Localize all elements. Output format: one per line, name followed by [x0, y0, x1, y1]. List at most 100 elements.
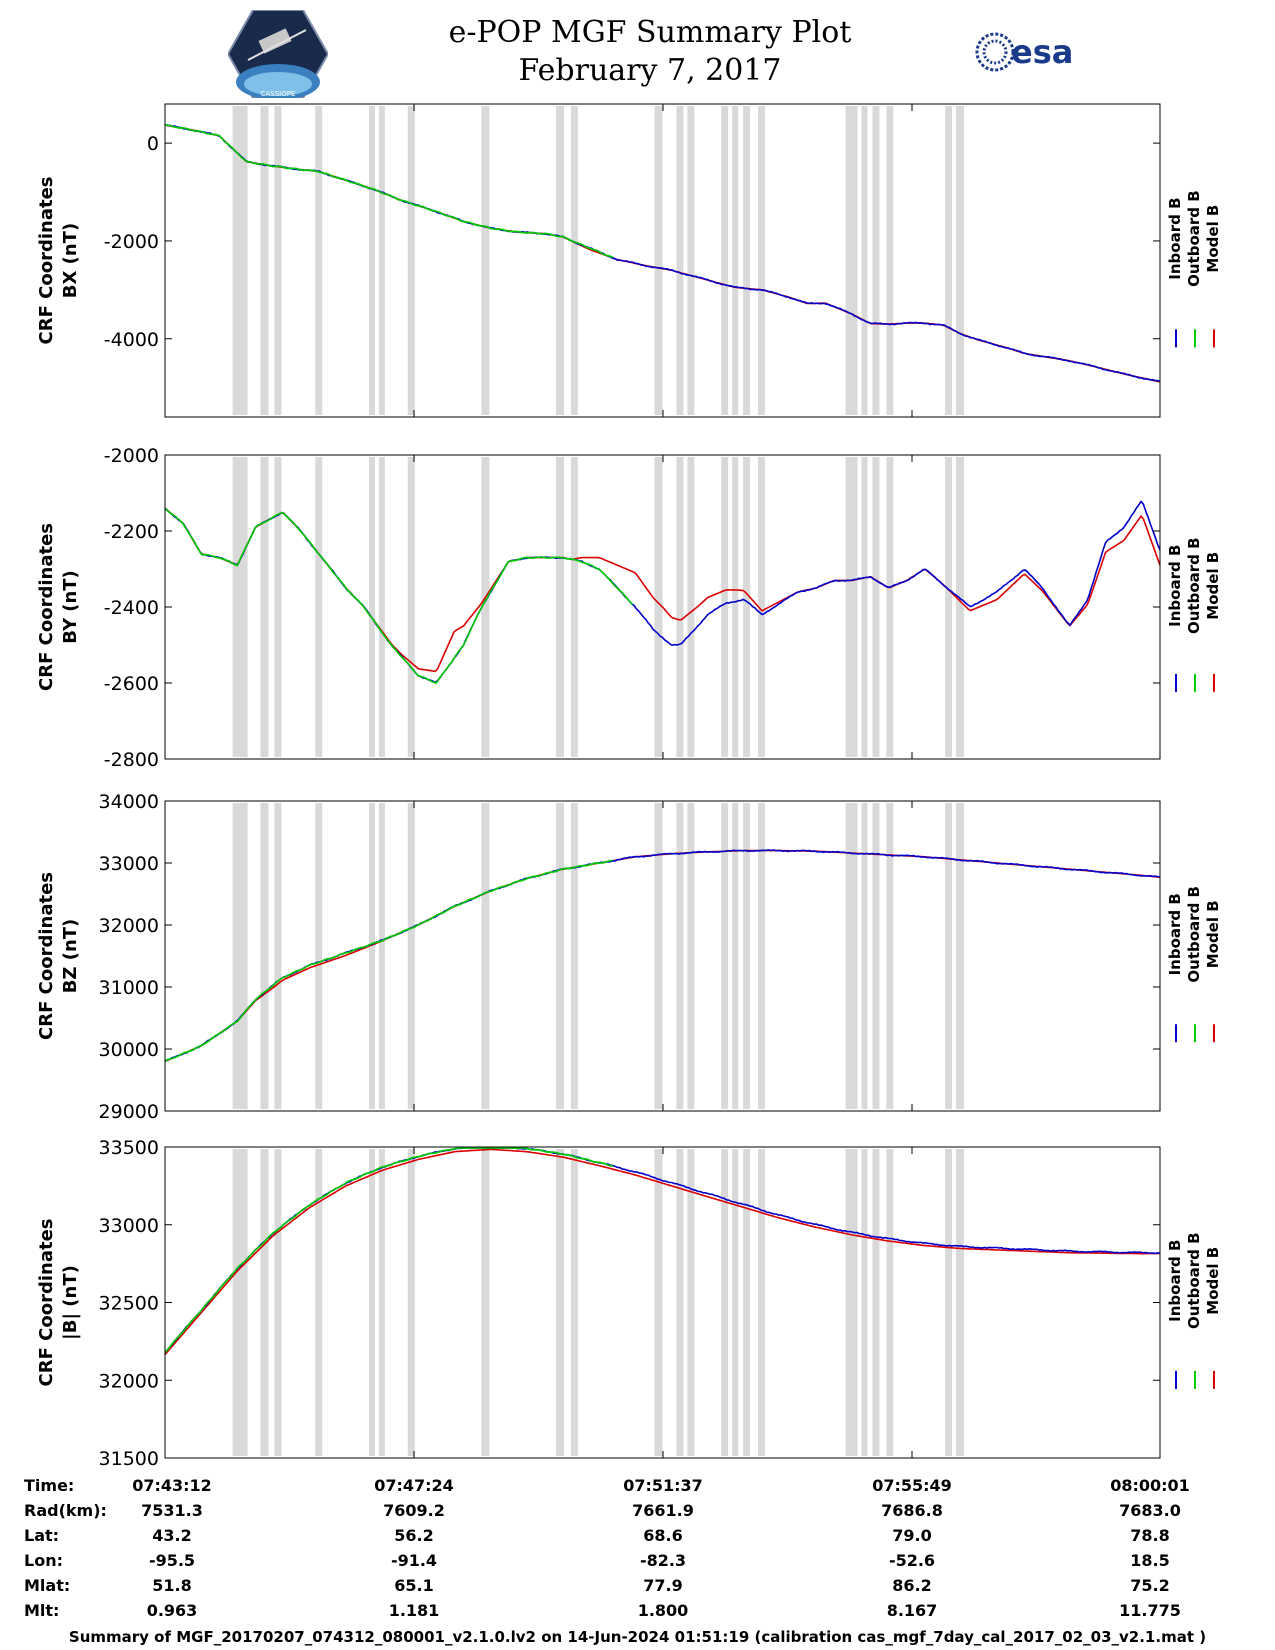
shaded-interval	[260, 106, 269, 415]
shaded-interval	[732, 106, 739, 415]
shaded-interval	[945, 106, 953, 415]
y-axis-unit-label: |B| (nT)	[60, 1265, 81, 1340]
shaded-interval	[368, 803, 375, 1109]
ephemeris-row-label: Mlt:	[24, 1601, 60, 1620]
outboard-b-line	[164, 507, 633, 685]
ephemeris-row-label: Time:	[24, 1476, 75, 1495]
shaded-interval	[861, 106, 868, 415]
y-tick-label: -2000	[104, 445, 159, 467]
shaded-interval	[556, 106, 564, 415]
y-tick-label: -2000	[104, 231, 159, 253]
ephemeris-cell: 07:55:49	[872, 1476, 952, 1495]
shaded-interval	[758, 106, 765, 415]
shaded-interval	[654, 457, 663, 757]
ephemeris-cell: 07:47:24	[374, 1476, 454, 1495]
panel-1: 0 -2000 -4000 CRF Coordinates BX (nT) Inboard…	[36, 103, 1222, 418]
shaded-interval	[368, 1149, 375, 1456]
panel-3: 29000 30000 31000 32000 33000 34000 CRF Coordi…	[36, 791, 1222, 1123]
shaded-interval	[956, 803, 964, 1109]
legend-label: Model B	[1204, 205, 1222, 273]
shaded-interval	[886, 106, 894, 415]
footer-caption: Summary of MGF_20170207_074312_080001_v2…	[68, 1628, 1207, 1646]
y-tick-label: 29000	[99, 1101, 159, 1123]
model-b-line	[164, 1148, 1160, 1356]
y-tick-label: 32000	[99, 915, 159, 937]
ephemeris-cell: 11.775	[1119, 1601, 1181, 1620]
shaded-interval	[378, 803, 385, 1109]
shaded-interval	[945, 803, 953, 1109]
outboard-b-line	[164, 123, 614, 258]
shaded-interval	[315, 457, 323, 757]
shaded-interval	[743, 457, 751, 757]
shaded-interval	[845, 457, 858, 757]
shaded-interval	[845, 803, 858, 1109]
ephemeris-cell: 79.0	[892, 1526, 932, 1545]
shaded-interval	[721, 457, 729, 757]
shaded-interval	[407, 106, 415, 415]
shaded-interval	[872, 457, 880, 757]
ephemeris-cell: 0.963	[146, 1601, 198, 1620]
ephemeris-cell: 65.1	[394, 1576, 434, 1595]
legend-label: Inboard B	[1166, 893, 1184, 975]
shaded-interval	[861, 457, 868, 757]
ephemeris-cell: 7609.2	[383, 1501, 445, 1520]
shaded-interval	[481, 106, 490, 415]
shaded-interval	[556, 803, 564, 1109]
outboard-b-line	[164, 1147, 614, 1354]
legend-label: Model B	[1204, 900, 1222, 968]
legend-label: Inboard B	[1166, 197, 1184, 279]
ephemeris-cell: 68.6	[643, 1526, 683, 1545]
ephemeris-cell: 51.8	[152, 1576, 192, 1595]
shaded-interval	[732, 1149, 739, 1456]
shaded-interval	[368, 457, 375, 757]
ephemeris-row-label: Mlat:	[24, 1576, 71, 1595]
shaded-interval	[956, 1149, 964, 1456]
shaded-interval	[872, 1149, 880, 1456]
shaded-interval	[654, 106, 663, 415]
ephemeris-cell: 56.2	[394, 1526, 434, 1545]
panel-2: -2000 -2200 -2400 -2600 -2800 CRF Coordinates…	[36, 445, 1222, 771]
shaded-interval	[570, 1149, 578, 1456]
ephemeris-cell: 07:43:12	[132, 1476, 212, 1495]
y-axis-label: CRF Coordinates	[36, 1219, 57, 1387]
panel-4: 31500 32000 32500 33000 33500 CRF Coordinates…	[36, 1137, 1222, 1470]
shaded-interval	[721, 803, 729, 1109]
ephemeris-cell: 1.800	[637, 1601, 689, 1620]
shaded-interval	[368, 106, 375, 415]
ephemeris-cell: 43.2	[152, 1526, 192, 1545]
shaded-interval	[407, 803, 415, 1109]
shaded-interval	[845, 106, 858, 415]
ephemeris-row-label: Rad(km):	[24, 1501, 107, 1520]
shaded-interval	[687, 457, 695, 757]
shaded-interval	[260, 1149, 269, 1456]
shaded-interval	[758, 457, 765, 757]
y-tick-label: 31500	[99, 1448, 159, 1470]
shaded-interval	[378, 1149, 385, 1456]
ephemeris-cell: 7661.9	[632, 1501, 694, 1520]
shaded-interval	[232, 1149, 248, 1456]
shaded-interval	[378, 106, 385, 415]
shaded-interval	[274, 106, 282, 415]
shaded-interval	[676, 803, 684, 1109]
y-tick-label: 33000	[99, 1215, 159, 1237]
shaded-interval	[232, 106, 248, 415]
shaded-interval	[687, 803, 695, 1109]
page-title: e-POP MGF Summary Plot	[448, 15, 852, 50]
shaded-interval	[676, 1149, 684, 1456]
shaded-interval	[260, 803, 269, 1109]
shaded-interval	[232, 457, 248, 757]
y-tick-label: 31000	[99, 977, 159, 999]
shaded-interval	[945, 457, 953, 757]
shaded-interval	[556, 457, 564, 757]
shaded-interval	[743, 106, 751, 415]
legend-label: Model B	[1204, 1247, 1222, 1315]
y-axis-label: CRF Coordinates	[36, 523, 57, 691]
shaded-interval	[758, 1149, 765, 1456]
legend-label: Model B	[1204, 552, 1222, 620]
ephemeris-cell: 77.9	[643, 1576, 683, 1595]
y-axis-label: CRF Coordinates	[36, 177, 57, 345]
ephemeris-cell: 86.2	[892, 1576, 932, 1595]
y-tick-label: 32500	[99, 1293, 159, 1315]
mission-logo-text: CASSIOPE	[261, 90, 296, 98]
